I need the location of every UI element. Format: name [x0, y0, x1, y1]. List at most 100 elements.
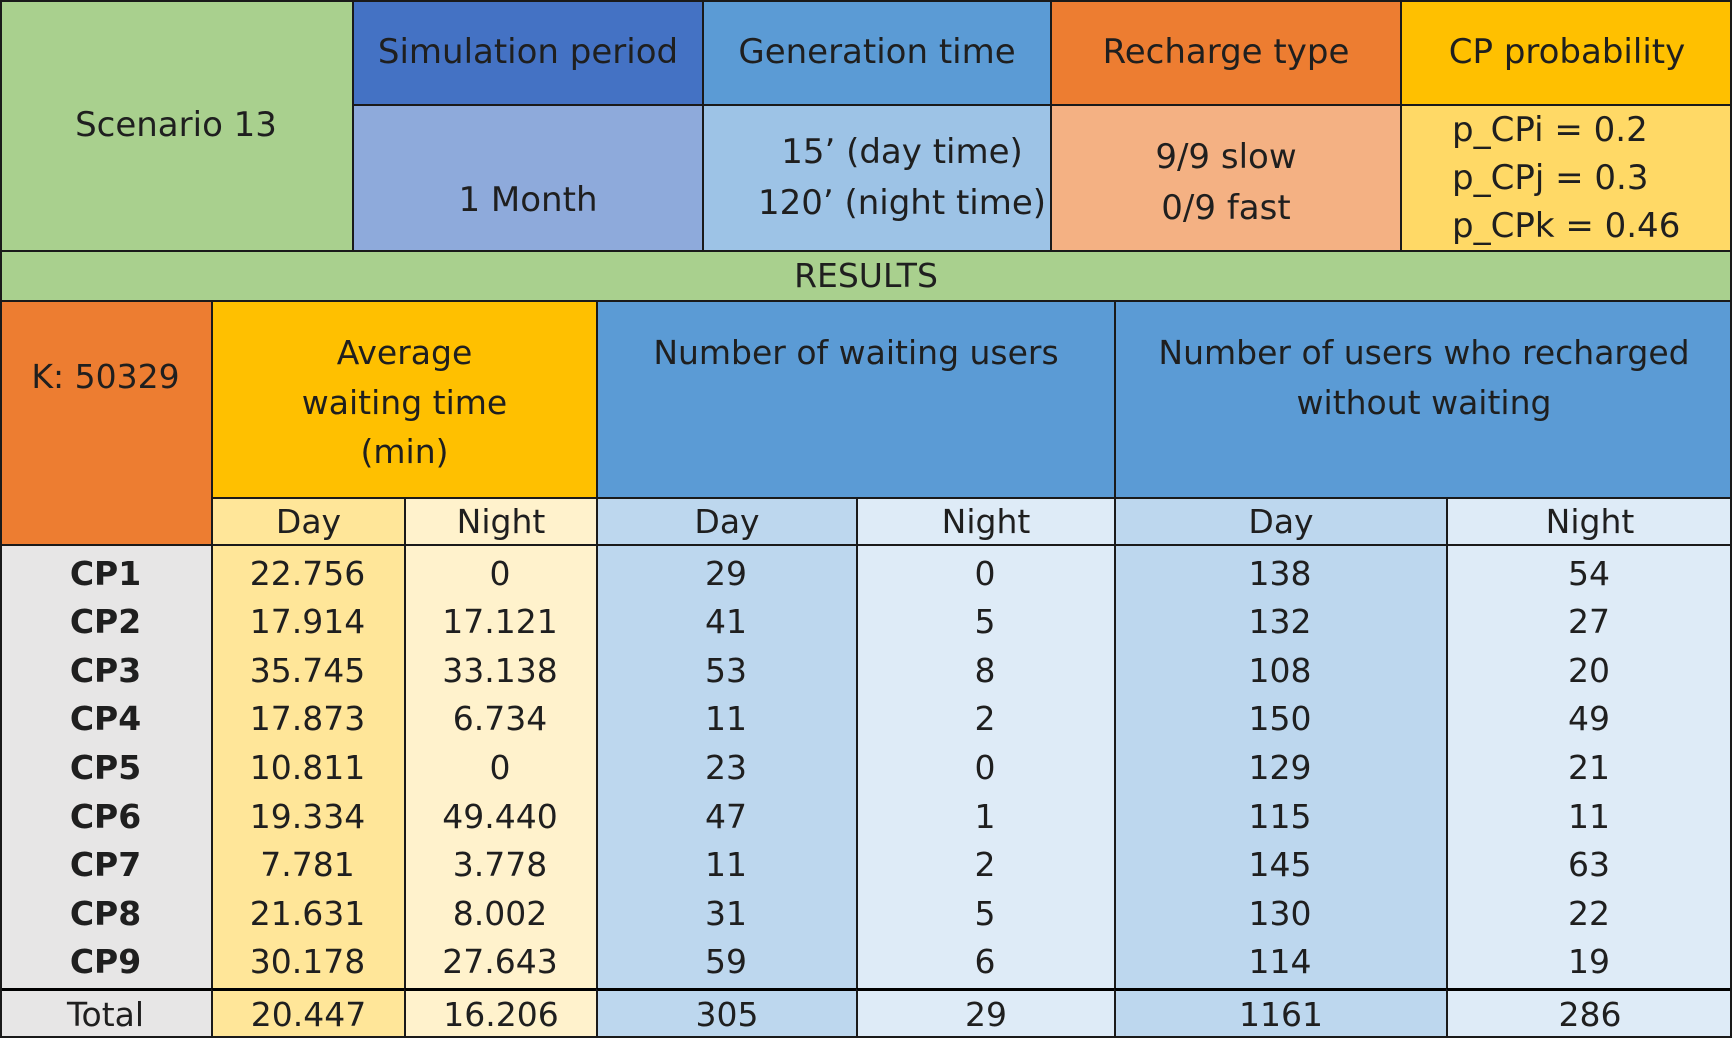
avg-wait-night-cell: 0 — [489, 747, 511, 787]
generation-time-day: 15’ (day time) — [781, 132, 1023, 172]
waiting-users-day-column — [596, 544, 856, 988]
avg-wait-night-cell: 0 — [489, 553, 511, 593]
total-no-wait-users-night: 286 — [1446, 988, 1732, 1038]
avg-wait-night-cell: 33.138 — [442, 650, 558, 690]
waiting-users-night-header: Night — [856, 497, 1114, 544]
avg-wait-night-header: Night — [404, 497, 596, 544]
waiting-users-day-cell: 59 — [705, 942, 747, 982]
avg-wait-night-cell: 3.778 — [452, 845, 548, 885]
generation-time-night: 120’ (night time) — [757, 183, 1047, 223]
cp-probability-value: p_CPi = 0.2 p_CPj = 0.3 p_CPk = 0.46 — [1400, 104, 1732, 250]
cp-label: CP2 — [69, 602, 142, 642]
avg-wait-day-cell: 22.756 — [249, 553, 366, 593]
k-label: K: 50329 — [0, 300, 211, 544]
cp-label: CP5 — [69, 747, 142, 787]
recharge-type-header: Recharge type — [1050, 0, 1400, 104]
cp-probability-header: CP probability — [1400, 0, 1732, 104]
no-wait-users-night-cell: 22 — [1568, 893, 1610, 933]
no-wait-users-day-cell: 132 — [1248, 602, 1312, 642]
cp-label: CP1 — [69, 553, 142, 593]
waiting-users-night-cell: 0 — [974, 553, 996, 593]
waiting-users-night-cell: 2 — [974, 845, 996, 885]
cp-column — [0, 544, 211, 988]
no-wait-users-day-cell: 130 — [1248, 893, 1312, 933]
cp-label: CP3 — [69, 650, 142, 690]
cp-label: CP8 — [69, 893, 142, 933]
waiting-users-day-cell: 41 — [705, 602, 747, 642]
total-label: Total — [0, 988, 211, 1038]
no-wait-users-day-column — [1114, 544, 1446, 988]
waiting-users-night-column — [856, 544, 1114, 988]
no-wait-users-night-cell: 27 — [1568, 602, 1610, 642]
waiting-users-night-cell: 5 — [974, 893, 996, 933]
no-wait-users-day-cell: 129 — [1248, 747, 1312, 787]
no-wait-users-night-cell: 19 — [1568, 942, 1610, 982]
avg-wait-night-cell: 49.440 — [442, 796, 558, 836]
waiting-users-night-cell: 1 — [974, 796, 996, 836]
no-wait-users-day-cell: 150 — [1248, 699, 1312, 739]
waiting-users-day-cell: 53 — [705, 650, 747, 690]
avg-wait-day-cell: 7.781 — [260, 845, 355, 885]
cp-probability-j: p_CPj = 0.3 — [1452, 157, 1649, 198]
avg-waiting-time-header: Average waiting time (min) — [211, 300, 596, 497]
recharge-type-value: 9/9 slow 0/9 fast — [1050, 104, 1400, 250]
avg-wait-day-cell: 10.811 — [249, 747, 366, 787]
total-avg-wait-night: 16.206 — [404, 988, 596, 1038]
total-avg-wait-day: 20.447 — [211, 988, 404, 1038]
total-no-wait-users-day: 1161 — [1114, 988, 1446, 1038]
waiting-users-night-cell: 5 — [974, 602, 996, 642]
cp-label: CP9 — [69, 942, 142, 982]
no-wait-users-night-column — [1446, 544, 1732, 988]
no-wait-users-day-cell: 114 — [1248, 942, 1312, 982]
avg-wait-night-cell: 6.734 — [452, 699, 548, 739]
waiting-users-day-cell: 47 — [705, 796, 747, 836]
recharge-type-slow: 9/9 slow — [1155, 137, 1297, 177]
no-wait-users-day-cell: 115 — [1248, 796, 1312, 836]
no-wait-users-night-cell: 20 — [1568, 650, 1610, 690]
avg-wait-night-cell: 17.121 — [442, 602, 558, 642]
avg-wait-night-cell: 8.002 — [452, 893, 548, 933]
waiting-users-day-cell: 23 — [705, 747, 747, 787]
simulation-period-header: Simulation period — [352, 0, 702, 104]
waiting-users-header: Number of waiting users — [596, 300, 1114, 497]
waiting-users-day-cell: 11 — [705, 845, 747, 885]
scenario-label: Scenario 13 — [0, 0, 352, 250]
avg-wait-night-column — [404, 544, 596, 988]
no-wait-users-night-header: Night — [1446, 497, 1732, 544]
avg-wait-day-cell: 30.178 — [249, 942, 366, 982]
no-wait-users-night-cell: 54 — [1568, 553, 1610, 593]
no-wait-users-day-cell: 138 — [1248, 553, 1312, 593]
no-wait-users-night-cell: 63 — [1568, 845, 1610, 885]
cp-probability-i: p_CPi = 0.2 — [1452, 109, 1648, 150]
cp-label: CP7 — [69, 845, 142, 885]
avg-wait-day-cell: 17.873 — [249, 699, 366, 739]
no-wait-users-header: Number of users who recharged without wa… — [1114, 300, 1732, 497]
waiting-users-day-cell: 29 — [705, 553, 747, 593]
avg-wait-day-cell: 17.914 — [249, 602, 366, 642]
cp-probability-k: p_CPk = 0.46 — [1452, 206, 1681, 247]
avg-wait-day-cell: 35.745 — [249, 650, 366, 690]
avg-wait-day-header: Day — [211, 497, 404, 544]
results-title: RESULTS — [0, 250, 1732, 300]
no-wait-users-night-cell: 21 — [1568, 747, 1610, 787]
total-waiting-users-night: 29 — [856, 988, 1114, 1038]
no-wait-users-day-header: Day — [1114, 497, 1446, 544]
no-wait-users-day-cell: 108 — [1248, 650, 1312, 690]
cp-label: CP4 — [69, 699, 142, 739]
no-wait-users-night-cell: 11 — [1568, 796, 1610, 836]
generation-time-header: Generation time — [702, 0, 1050, 104]
avg-wait-day-column — [211, 544, 404, 988]
waiting-users-night-cell: 8 — [974, 650, 996, 690]
avg-wait-day-cell: 19.334 — [249, 796, 366, 836]
no-wait-users-day-cell: 145 — [1248, 845, 1312, 885]
waiting-users-day-cell: 11 — [705, 699, 747, 739]
cp-label: CP6 — [69, 796, 142, 836]
waiting-users-day-header: Day — [596, 497, 856, 544]
avg-wait-night-cell: 27.643 — [442, 942, 558, 982]
recharge-type-fast: 0/9 fast — [1161, 188, 1291, 228]
waiting-users-night-cell: 2 — [974, 699, 996, 739]
generation-time-value: 15’ (day time) 120’ (night time) — [702, 104, 1050, 250]
waiting-users-night-cell: 6 — [974, 942, 996, 982]
simulation-period-value: 1 Month — [352, 104, 702, 250]
